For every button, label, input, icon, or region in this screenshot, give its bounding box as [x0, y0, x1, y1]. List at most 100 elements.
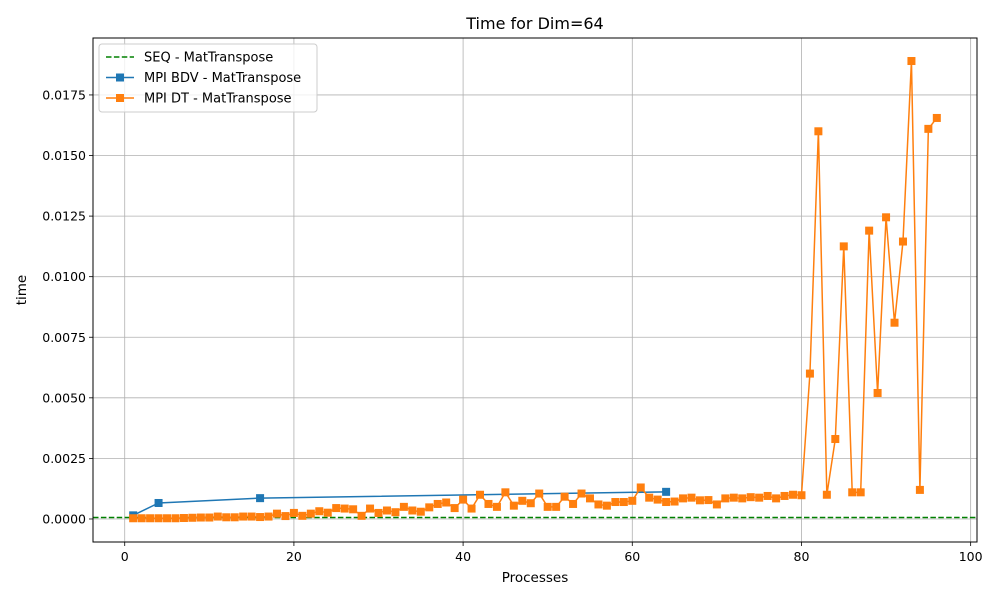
legend-box — [98, 43, 318, 113]
data-point — [213, 512, 222, 521]
data-point — [848, 488, 857, 497]
data-point — [831, 435, 840, 444]
data-point — [805, 369, 814, 378]
data-point — [484, 499, 493, 508]
data-point — [687, 493, 696, 502]
data-point — [543, 502, 552, 511]
data-point — [289, 508, 298, 517]
x-tick-label: 60 — [624, 549, 640, 564]
data-point — [645, 493, 654, 502]
legend-label: SEQ - MatTranspose — [144, 51, 273, 66]
data-point — [129, 514, 138, 523]
legend-entry: MPI BDV - MatTranspose — [106, 71, 301, 86]
data-point — [628, 496, 637, 505]
data-point — [662, 498, 671, 507]
data-point — [662, 487, 671, 496]
x-axis-ticks: 0 20 40 60 80 100 — [121, 542, 983, 564]
data-point — [636, 483, 645, 492]
data-point — [679, 494, 688, 503]
data-point — [323, 508, 332, 517]
data-point — [154, 514, 163, 523]
data-point — [442, 498, 451, 507]
data-point — [738, 494, 747, 503]
data-point — [298, 511, 307, 520]
data-point — [746, 493, 755, 502]
data-point — [898, 237, 907, 246]
data-point — [712, 500, 721, 509]
y-tick-label: 0.0025 — [42, 451, 86, 466]
data-point — [340, 504, 349, 513]
data-point — [137, 514, 146, 523]
data-point — [602, 501, 611, 510]
y-tick-label: 0.0000 — [42, 511, 86, 526]
legend-label: MPI BDV - MatTranspose — [144, 71, 301, 86]
data-point — [476, 490, 485, 499]
data-point — [552, 502, 561, 511]
data-point — [594, 500, 603, 509]
data-point — [349, 505, 358, 514]
y-axis-ticks: 0.0000 0.0025 0.0050 0.0075 0.0100 0.0125 0.01… — [42, 87, 93, 526]
data-point — [416, 507, 425, 516]
data-point — [509, 501, 518, 510]
data-point — [382, 506, 391, 515]
data-point — [171, 514, 180, 523]
legend-entry: MPI DT - MatTranspose — [106, 92, 292, 107]
data-point — [518, 496, 527, 505]
data-point — [890, 318, 899, 327]
x-axis-label: Processes — [502, 570, 569, 586]
data-point — [797, 491, 806, 500]
data-point — [721, 494, 730, 503]
data-point — [281, 512, 290, 521]
data-point — [924, 124, 933, 133]
data-point — [467, 504, 476, 513]
data-point — [695, 496, 704, 505]
y-tick-label: 0.0100 — [42, 269, 86, 284]
data-point — [264, 512, 273, 521]
data-point — [755, 493, 764, 502]
data-point — [789, 490, 798, 499]
data-point — [163, 514, 172, 523]
data-point — [907, 57, 916, 66]
x-tick-label: 80 — [794, 549, 810, 564]
data-point — [205, 513, 214, 522]
data-point — [670, 497, 679, 506]
data-point — [611, 498, 620, 507]
data-point — [704, 496, 713, 505]
data-point — [882, 213, 891, 222]
legend-label: MPI DT - MatTranspose — [144, 92, 292, 107]
data-point — [526, 499, 535, 508]
data-point — [501, 488, 510, 497]
data-point — [459, 495, 468, 504]
data-point — [154, 498, 163, 507]
data-point — [433, 499, 442, 508]
data-point — [772, 494, 781, 503]
data-point — [865, 226, 874, 235]
data-point — [932, 113, 941, 122]
data-point — [399, 502, 408, 511]
series-line — [132, 491, 667, 517]
data-point — [585, 494, 594, 503]
data-point — [915, 485, 924, 494]
y-tick-label: 0.0050 — [42, 390, 86, 405]
x-tick-label: 20 — [286, 549, 302, 564]
data-point — [239, 512, 248, 521]
data-point — [425, 503, 434, 512]
series-layer — [93, 57, 977, 523]
data-point — [408, 506, 417, 515]
data-point — [272, 509, 281, 518]
data-point — [366, 504, 375, 513]
chart-title: Time for Dim=64 — [465, 14, 603, 33]
data-point — [256, 494, 265, 503]
data-point — [492, 502, 501, 511]
y-tick-label: 0.0125 — [42, 209, 86, 224]
data-point — [256, 513, 265, 522]
data-point — [569, 499, 578, 508]
data-point — [222, 513, 231, 522]
data-point — [315, 507, 324, 516]
legend-swatch-marker — [116, 73, 124, 82]
data-point — [230, 513, 239, 522]
data-point — [814, 127, 823, 136]
data-point — [535, 489, 544, 498]
data-point — [780, 491, 789, 500]
legend-swatch-marker — [116, 94, 124, 102]
